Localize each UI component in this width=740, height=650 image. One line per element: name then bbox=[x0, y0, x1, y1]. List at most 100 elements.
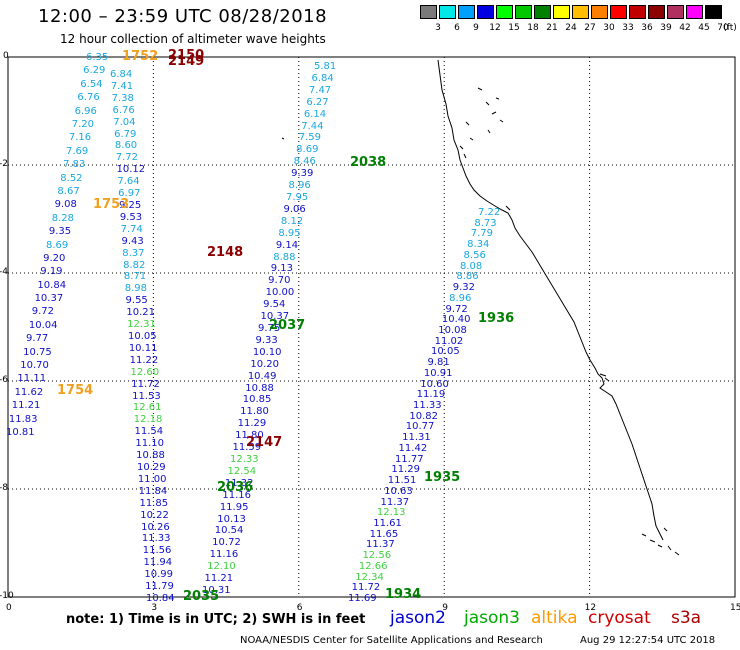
wave-height-value: 9.72 bbox=[445, 303, 468, 315]
wave-height-value: 11.21 bbox=[11, 400, 41, 412]
wave-height-value: 11.84 bbox=[138, 485, 168, 497]
wave-height-value: 10.11 bbox=[128, 342, 158, 354]
wave-height-value: 12.10 bbox=[207, 561, 236, 573]
wave-height-value: 10.20 bbox=[250, 358, 279, 370]
wave-height-value: 8.12 bbox=[280, 215, 304, 227]
wave-height-value: 9.81 bbox=[427, 357, 450, 369]
wave-height-value: 9.19 bbox=[40, 266, 63, 278]
wave-height-value: 11.33 bbox=[413, 400, 442, 411]
wave-height-value: 7.74 bbox=[120, 223, 143, 235]
x-tick-label: 12 bbox=[584, 603, 597, 613]
wave-height-value: 8.56 bbox=[463, 249, 486, 261]
pass-time-label: 2150 bbox=[168, 48, 205, 63]
wave-height-value: 6.29 bbox=[83, 65, 106, 77]
wave-height-value: 10.08 bbox=[438, 324, 467, 336]
wave-height-value: 10.72 bbox=[212, 537, 241, 549]
timestamp-text: Aug 29 12:27:54 UTC 2018 bbox=[580, 635, 716, 646]
legend-swatch bbox=[629, 5, 646, 19]
legend-swatch bbox=[515, 5, 532, 19]
wave-height-value: 6.76 bbox=[112, 104, 135, 116]
wave-height-value: 7.72 bbox=[115, 152, 138, 164]
pass-time-label: 2148 bbox=[207, 245, 244, 260]
wave-height-value: 11.00 bbox=[137, 473, 167, 485]
wave-height-value: 7.20 bbox=[71, 118, 94, 130]
wave-height-value: 12.13 bbox=[376, 507, 406, 519]
y-tick-label: -6 bbox=[0, 375, 8, 385]
wave-height-value: 10.85 bbox=[242, 394, 272, 406]
wave-height-value: 7.79 bbox=[470, 228, 494, 240]
wave-height-value: 10.63 bbox=[384, 485, 413, 497]
pass-time-label: 2035 bbox=[183, 589, 220, 604]
wave-height-value: 10.05 bbox=[431, 346, 460, 358]
pass-time-label: 1936 bbox=[478, 311, 515, 326]
wave-height-value: 11.72 bbox=[351, 582, 381, 594]
wave-height-value: 11.42 bbox=[398, 442, 428, 454]
legend-label: 12 bbox=[489, 23, 501, 33]
wave-height-value: 10.26 bbox=[141, 521, 170, 533]
wave-height-value: 12.54 bbox=[227, 465, 257, 477]
wave-height-value: 11.22 bbox=[129, 354, 159, 366]
pass-time-label: 1754 bbox=[57, 383, 94, 398]
wave-height-value: 8.98 bbox=[124, 283, 147, 295]
legend-label: 33 bbox=[622, 23, 634, 33]
wave-height-value: 11.16 bbox=[209, 549, 239, 561]
wave-height-value: 11.31 bbox=[402, 432, 431, 444]
wave-height-value: 11.11 bbox=[17, 373, 47, 385]
wave-height-value: 11.83 bbox=[8, 413, 38, 425]
wave-height-value: 7.64 bbox=[117, 176, 140, 188]
wave-height-value: 12.33 bbox=[230, 454, 259, 465]
wave-height-value: 11.21 bbox=[204, 573, 234, 585]
wave-height-value: 6.27 bbox=[306, 96, 329, 108]
y-tick-label: -2 bbox=[0, 159, 8, 169]
wave-height-value: 8.73 bbox=[474, 217, 497, 229]
wave-height-value: 11.53 bbox=[132, 390, 161, 402]
wave-height-value: 7.38 bbox=[111, 92, 134, 104]
satellite-name: altika bbox=[531, 608, 578, 628]
legend-label: 42 bbox=[679, 23, 691, 33]
wave-height-value: 8.08 bbox=[459, 260, 483, 272]
x-tick-label: 0 bbox=[6, 603, 12, 613]
wave-height-value: 9.35 bbox=[48, 226, 72, 238]
wave-height-value: 8.60 bbox=[114, 140, 138, 152]
wave-height-value: 11.95 bbox=[219, 501, 249, 513]
legend-swatch bbox=[458, 5, 475, 19]
wave-height-value: 9.70 bbox=[268, 275, 291, 287]
wave-height-value: 11.29 bbox=[391, 464, 420, 476]
wave-height-value: 10.37 bbox=[260, 311, 290, 323]
legend-swatch bbox=[553, 5, 570, 19]
wave-height-value: 10.49 bbox=[247, 370, 277, 382]
legend-swatch bbox=[534, 5, 551, 19]
wave-height-value: 9.14 bbox=[275, 239, 299, 251]
wave-height-value: 6.54 bbox=[80, 78, 103, 90]
wave-height-value: 5.81 bbox=[314, 61, 337, 72]
wave-height-value: 10.81 bbox=[6, 427, 35, 438]
pass-time-label: 1753 bbox=[93, 197, 130, 212]
legend-label: 21 bbox=[546, 23, 558, 33]
legend-label: 39 bbox=[660, 23, 672, 33]
wave-height-value: 12.66 bbox=[358, 560, 388, 572]
coastline bbox=[437, 59, 664, 541]
wave-height-value: 9.25 bbox=[119, 200, 142, 211]
wave-height-value: 10.70 bbox=[20, 360, 49, 372]
wave-height-value: 9.32 bbox=[452, 282, 475, 294]
wave-height-value: 6.76 bbox=[77, 92, 100, 104]
legend-swatch bbox=[420, 5, 437, 19]
wave-height-value: 8.71 bbox=[123, 271, 147, 283]
wave-height-value: 11.56 bbox=[142, 545, 172, 557]
legend-label: 45 bbox=[698, 23, 710, 33]
wave-height-value: 10.00 bbox=[265, 287, 295, 299]
wave-height-value: 7.69 bbox=[66, 145, 89, 157]
wave-height-value: 7.44 bbox=[301, 120, 324, 132]
wave-height-value: 11.72 bbox=[131, 378, 160, 390]
pass-time-label: 2149 bbox=[168, 54, 205, 69]
wave-height-value: 8.88 bbox=[273, 251, 296, 263]
wave-height-value: 7.22 bbox=[478, 207, 501, 218]
wave-height-value: 9.72 bbox=[31, 306, 54, 318]
wave-height-value: 12.56 bbox=[362, 550, 392, 562]
wave-height-value: 8.82 bbox=[123, 259, 146, 271]
wave-height-value: 10.29 bbox=[137, 462, 166, 473]
wave-height-value: 8.86 bbox=[456, 271, 479, 283]
wave-height-value: 11.80 bbox=[240, 406, 269, 418]
wave-height-value: 11.33 bbox=[141, 533, 171, 545]
